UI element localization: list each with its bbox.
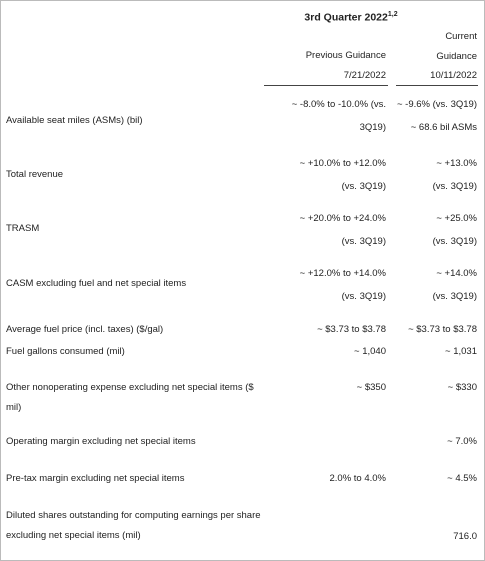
current-value: ~ +13.0%: [436, 158, 477, 169]
current-value: ~ 68.6 bil ASMs: [410, 122, 477, 133]
row-label: Average fuel price (incl. taxes) ($/gal): [6, 324, 164, 335]
footnote-ref: 1,2: [387, 11, 398, 18]
current-value: ~ 1,031: [445, 346, 477, 357]
previous-value: ~ +12.0% to +14.0%: [299, 268, 386, 279]
previous-value: ~ +20.0% to +24.0%: [299, 213, 386, 224]
row-label: CASM excluding fuel and net special item…: [6, 278, 187, 289]
row-label: Fuel gallons consumed (mil): [6, 346, 125, 357]
row-label: Pre-tax margin excluding net special ite…: [6, 473, 185, 484]
column-header: Previous Guidance: [305, 50, 386, 61]
row-label: excluding net special items (mil): [6, 530, 141, 541]
column-header: Current: [445, 31, 477, 42]
column-header: 7/21/2022: [343, 70, 386, 81]
row-label: Other nonoperating expense excluding net…: [6, 382, 254, 393]
row-label: mil): [6, 402, 22, 413]
row-label: Total revenue: [6, 169, 64, 180]
row-label: Available seat miles (ASMs) (bil): [6, 115, 143, 126]
table-title: 3rd Quarter 20221,2: [304, 9, 397, 24]
row-label: TRASM: [6, 223, 40, 234]
row-label: Diluted shares outstanding for computing…: [6, 510, 261, 521]
column-header: Guidance: [436, 50, 477, 62]
current-value: ~ 7.0%: [447, 436, 477, 447]
previous-value: 2.0% to 4.0%: [329, 473, 386, 484]
row-label: Operating margin excluding net special i…: [6, 436, 196, 447]
previous-value: (vs. 3Q19): [341, 291, 386, 302]
column-rule: [396, 85, 478, 86]
previous-value: ~ +10.0% to +12.0%: [299, 158, 386, 169]
current-value: ~ 4.5%: [447, 473, 477, 484]
current-value: 716.0: [453, 531, 477, 542]
current-value: (vs. 3Q19): [432, 236, 477, 247]
previous-value: ~ $3.73 to $3.78: [317, 324, 386, 335]
current-value: ~ +14.0%: [436, 268, 477, 279]
current-value: (vs. 3Q19): [432, 291, 477, 302]
current-value: ~ $330: [447, 382, 477, 393]
previous-value: (vs. 3Q19): [341, 236, 386, 247]
current-value: ~ -9.6% (vs. 3Q19): [397, 99, 477, 110]
previous-value: ~ $350: [356, 382, 386, 393]
previous-value: (vs. 3Q19): [341, 181, 386, 192]
previous-value: ~ 1,040: [354, 346, 386, 357]
column-header: 10/11/2022: [430, 70, 477, 81]
current-value: (vs. 3Q19): [432, 181, 477, 192]
current-value: ~ +25.0%: [436, 213, 477, 224]
column-rule: [264, 85, 388, 86]
title-text: 3rd Quarter 2022: [304, 11, 388, 24]
previous-value: 3Q19): [359, 122, 386, 133]
current-value: ~ $3.73 to $3.78: [408, 324, 477, 335]
previous-value: ~ -8.0% to -10.0% (vs.: [291, 99, 386, 110]
